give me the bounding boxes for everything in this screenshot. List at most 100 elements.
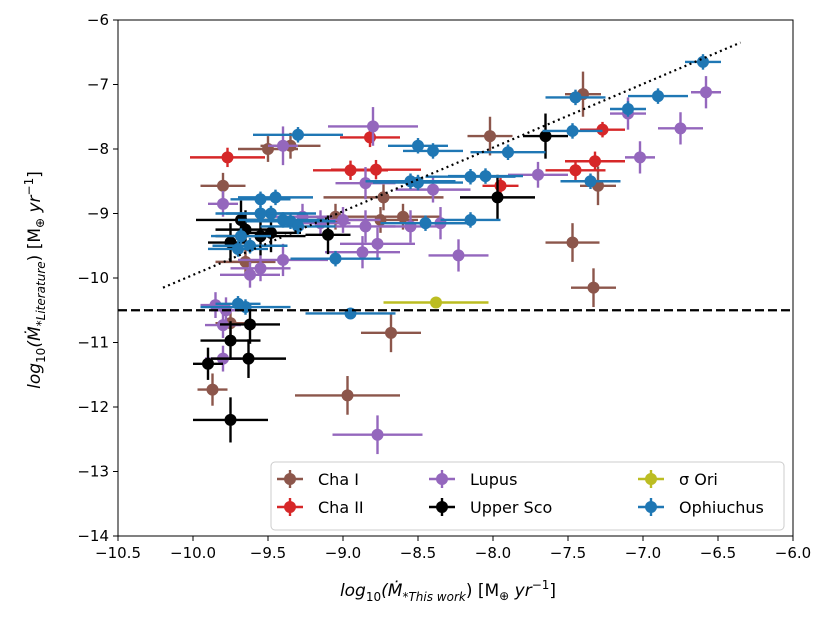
legend-item: σ Ori [638, 470, 718, 489]
point-marker [224, 334, 237, 347]
data-point [193, 347, 223, 380]
data-point [691, 76, 721, 109]
x-tick-label: −8.0 [475, 544, 511, 562]
point-marker [464, 213, 477, 226]
data-point [545, 223, 600, 262]
point-marker [397, 210, 409, 223]
legend-marker [436, 473, 448, 485]
point-marker [356, 246, 369, 259]
point-marker [370, 163, 382, 176]
data-point [467, 116, 513, 156]
legend-label: Lupus [470, 470, 517, 489]
data-point [230, 255, 291, 282]
y-tick-label: −13 [77, 463, 109, 481]
point-marker [584, 175, 597, 188]
legend-label: σ Ori [679, 470, 718, 489]
y-tick-label: −14 [77, 527, 109, 545]
y-tick-label: −12 [77, 398, 109, 416]
series-lupus [200, 76, 721, 455]
data-point [380, 215, 471, 231]
legend-label: Cha I [318, 470, 359, 489]
data-point [325, 236, 400, 269]
legend-item: Cha II [277, 498, 364, 517]
point-marker [221, 151, 234, 164]
point-marker [464, 170, 477, 183]
data-point [253, 127, 343, 143]
y-tick-label: −8 [87, 140, 109, 158]
point-marker [596, 123, 609, 136]
data-point [403, 143, 463, 159]
point-marker [587, 281, 600, 294]
data-point [580, 166, 616, 206]
data-point [268, 126, 298, 166]
data-point [340, 227, 415, 260]
data-point [685, 54, 721, 70]
data-point [211, 228, 271, 244]
x-tick-label: −7.5 [550, 544, 586, 562]
point-marker [341, 389, 354, 402]
data-point [331, 159, 421, 180]
point-marker [244, 318, 256, 331]
y-axis: −14 −13 −12 −11 −10 −9 −8 −7 −6 [77, 11, 118, 545]
point-marker [539, 130, 552, 143]
legend-marker [645, 501, 657, 513]
point-marker [292, 128, 304, 141]
data-point [628, 88, 688, 104]
point-marker [232, 297, 244, 310]
legend-label: Upper Sco [470, 498, 552, 517]
reference-lines [118, 41, 793, 312]
point-marker [412, 139, 424, 152]
point-marker [569, 91, 582, 104]
point-marker [427, 183, 439, 196]
data-point [332, 415, 423, 455]
legend-item: Lupus [429, 470, 517, 489]
legend-item: Cha I [277, 470, 359, 489]
data-point [193, 397, 268, 443]
x-tick-label: −9.5 [250, 544, 286, 562]
point-marker [337, 213, 349, 226]
data-point [658, 112, 703, 145]
point-marker [217, 179, 229, 192]
data-point [571, 268, 616, 308]
data-point [460, 174, 535, 220]
data-point [508, 161, 568, 188]
point-marker [244, 268, 256, 281]
point-marker [371, 428, 384, 441]
data-point [470, 144, 546, 160]
x-tick-label: −6.5 [700, 544, 736, 562]
data-point [208, 241, 268, 257]
point-marker [566, 124, 579, 137]
point-marker [634, 151, 646, 164]
legend-marker [284, 473, 296, 485]
data-point [190, 147, 265, 168]
x-tick-label: −7.0 [625, 544, 661, 562]
data-point [238, 243, 328, 277]
point-marker [202, 357, 214, 370]
series--ori [383, 296, 489, 309]
point-marker [427, 144, 439, 157]
point-marker [367, 120, 379, 133]
data-point [428, 239, 489, 272]
data-point [335, 210, 396, 243]
data-point [565, 151, 625, 171]
data-point [625, 141, 655, 174]
point-marker [532, 168, 544, 181]
y-tick-label: −7 [87, 76, 109, 94]
data-point [290, 250, 381, 267]
point-marker [217, 197, 229, 210]
data-point [545, 89, 606, 106]
data-point [542, 123, 603, 139]
x-tick-label: −8.5 [400, 544, 436, 562]
point-marker [329, 252, 342, 265]
series-layer [190, 54, 721, 455]
point-marker [589, 155, 601, 168]
point-marker [700, 86, 712, 99]
data-point [580, 121, 625, 138]
point-marker [569, 164, 582, 177]
point-marker [235, 230, 247, 243]
point-marker [206, 383, 219, 396]
point-marker [484, 130, 496, 143]
point-marker [622, 103, 634, 116]
data-point [425, 168, 516, 185]
x-axis: −10.5 −10.0 −9.5 −9.0 −8.5 −8.0 −7.5 −7.0 −6.5 −6… [95, 536, 811, 562]
